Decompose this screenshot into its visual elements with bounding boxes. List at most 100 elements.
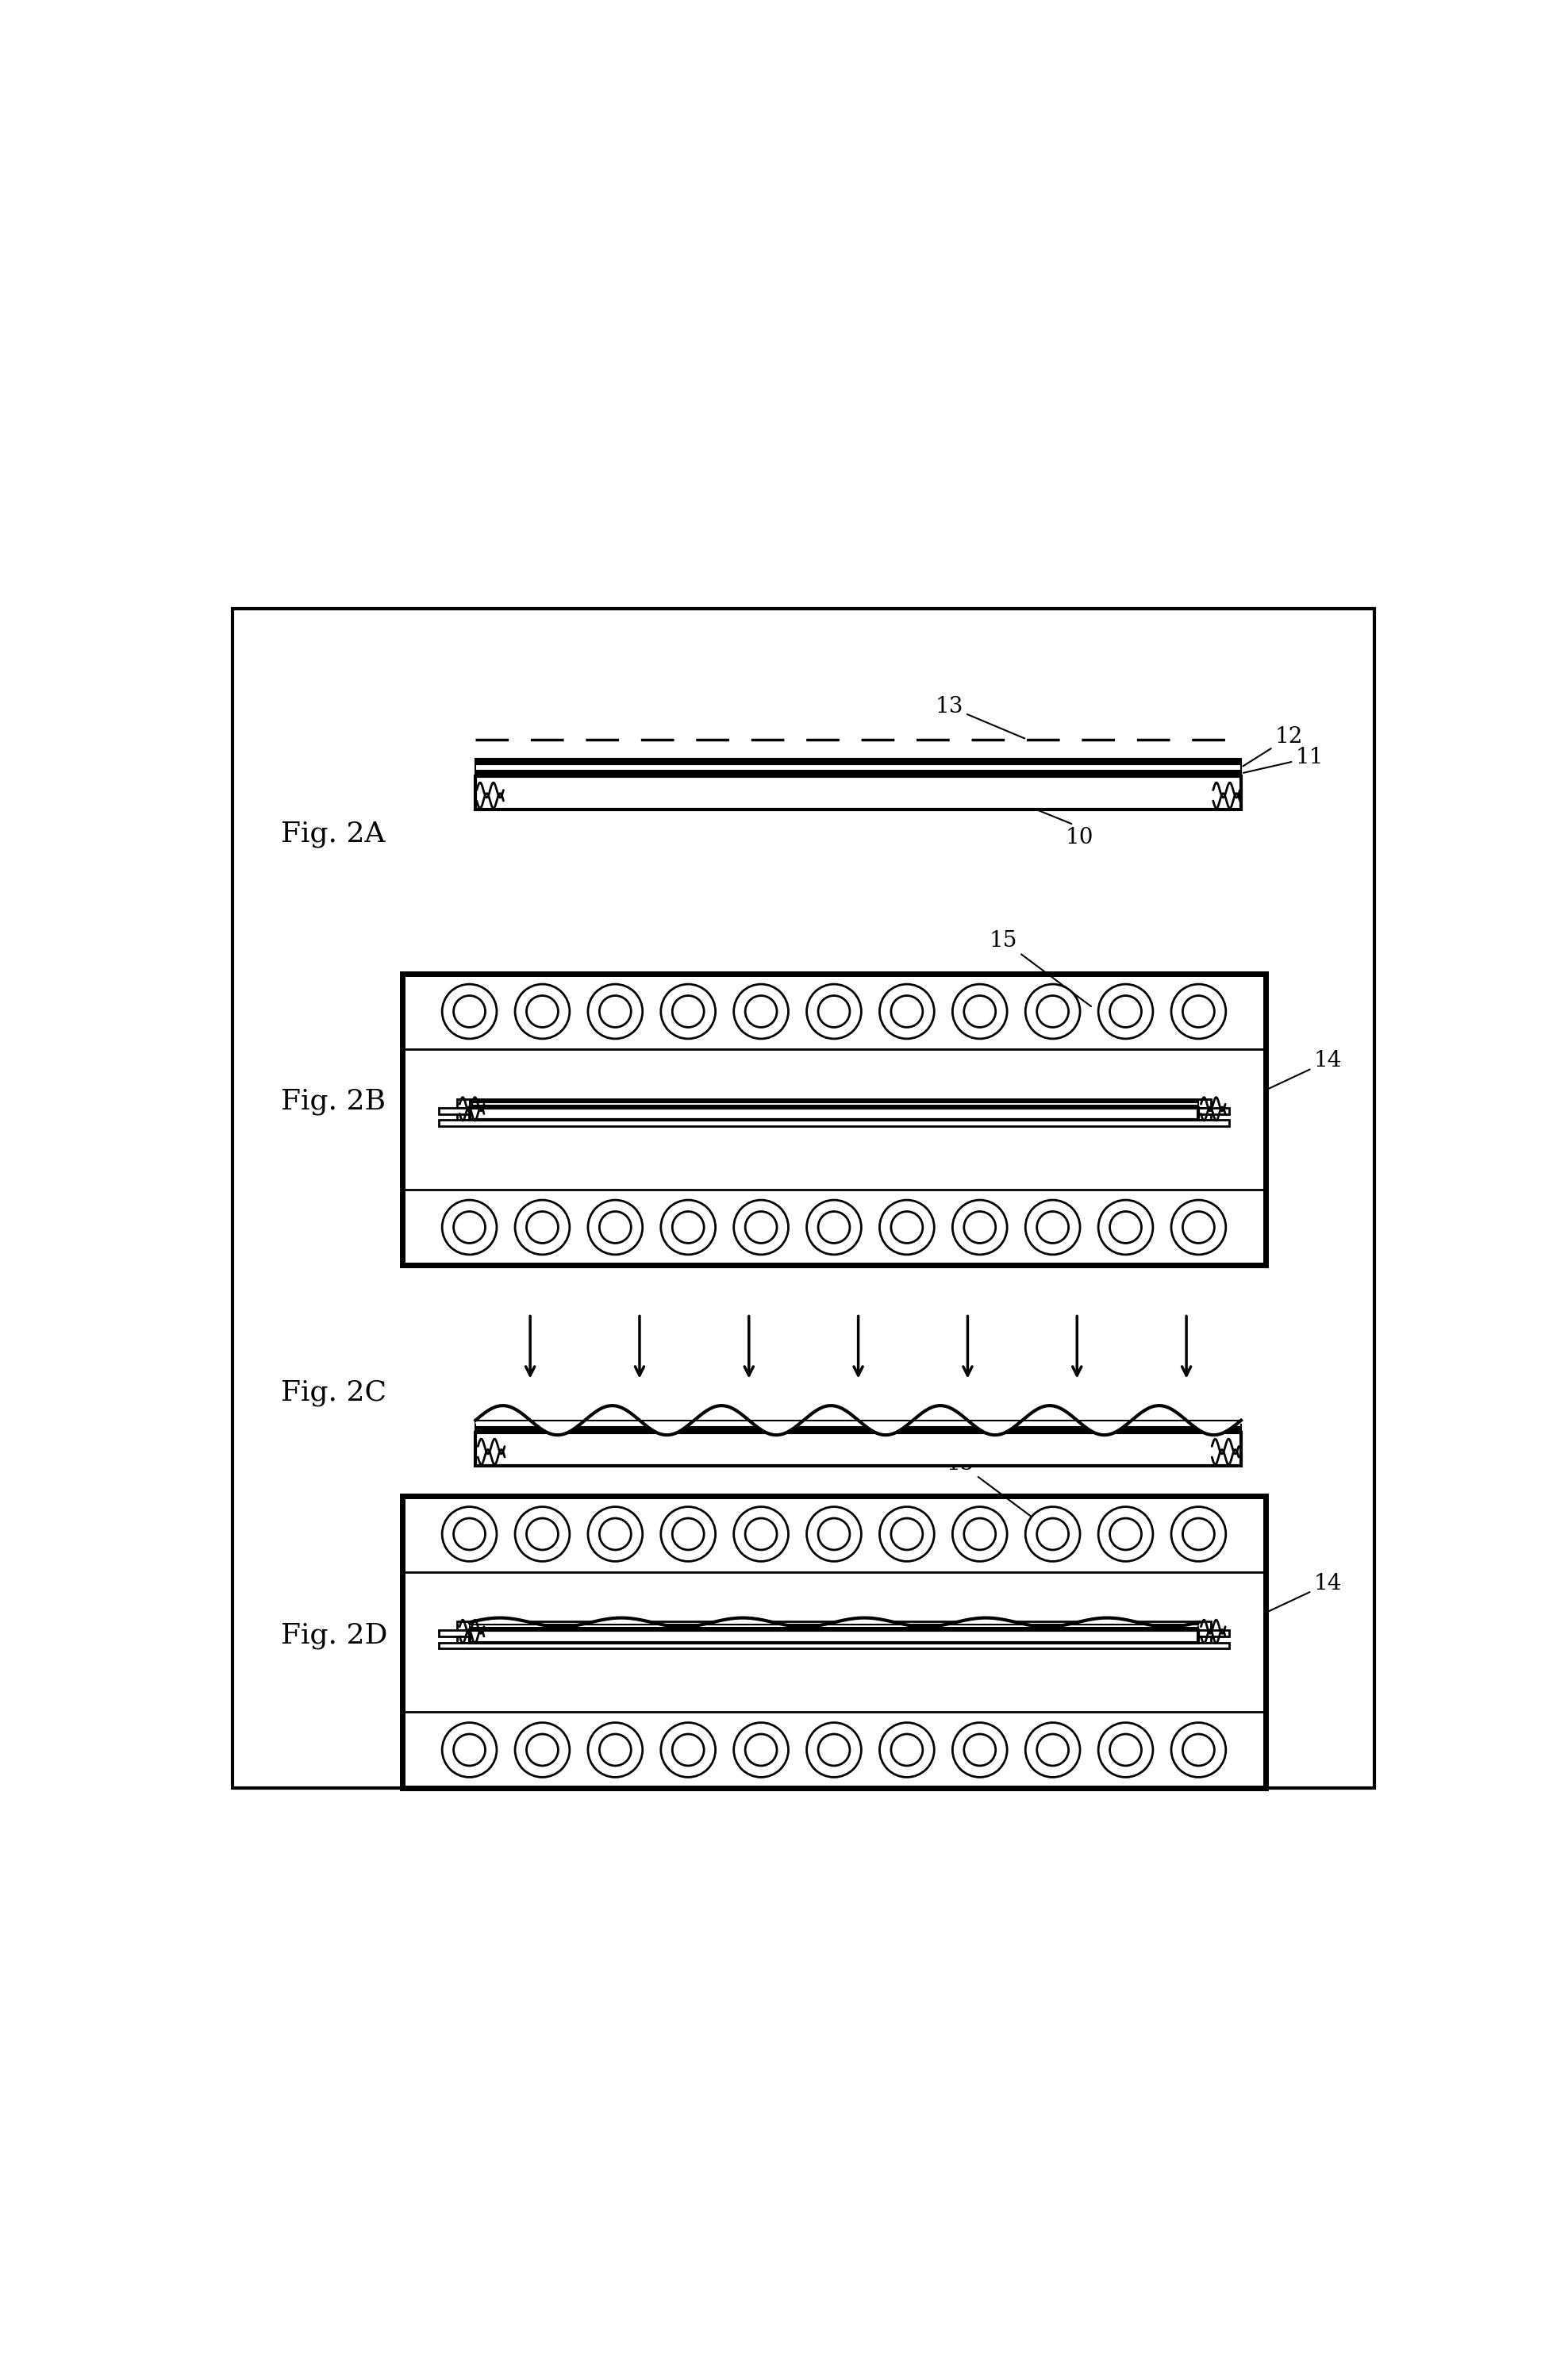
Text: Fig. 2C: Fig. 2C [281, 1379, 387, 1407]
Circle shape [734, 1199, 789, 1254]
Circle shape [745, 1733, 776, 1766]
Circle shape [734, 1506, 789, 1561]
Circle shape [1036, 1211, 1068, 1244]
Bar [439, 1643, 1229, 1648]
Bar [439, 1631, 1229, 1636]
Text: Fig. 2D: Fig. 2D [281, 1622, 387, 1650]
Circle shape [673, 996, 704, 1027]
Circle shape [818, 1211, 850, 1244]
Circle shape [1182, 996, 1214, 1027]
Bar [403, 973, 1265, 1265]
Circle shape [745, 1211, 776, 1244]
Bar [469, 1107, 1198, 1119]
Circle shape [734, 1724, 789, 1778]
Circle shape [599, 1518, 630, 1549]
Bar [458, 1622, 1210, 1631]
Bar [475, 1426, 1242, 1433]
Circle shape [599, 1733, 630, 1766]
Circle shape [1036, 1518, 1068, 1549]
Circle shape [453, 1733, 485, 1766]
Circle shape [442, 985, 497, 1039]
Circle shape [1098, 1506, 1152, 1561]
Circle shape [1025, 1724, 1080, 1778]
Circle shape [514, 1199, 569, 1254]
Circle shape [818, 996, 850, 1027]
Circle shape [806, 985, 861, 1039]
Circle shape [952, 1506, 1007, 1561]
Bar [469, 1105, 1198, 1107]
Circle shape [891, 1733, 922, 1766]
Circle shape [806, 1199, 861, 1254]
Circle shape [527, 996, 558, 1027]
Circle shape [442, 1506, 497, 1561]
Circle shape [588, 1506, 643, 1561]
Circle shape [1025, 1199, 1080, 1254]
Circle shape [1098, 985, 1152, 1039]
Text: 13: 13 [935, 696, 1024, 739]
Circle shape [880, 1506, 935, 1561]
Circle shape [599, 996, 630, 1027]
Circle shape [514, 1506, 569, 1561]
Bar [469, 1100, 1198, 1103]
Text: 14: 14 [1267, 1572, 1342, 1613]
Circle shape [806, 1506, 861, 1561]
Circle shape [453, 996, 485, 1027]
Circle shape [527, 1518, 558, 1549]
Circle shape [673, 1518, 704, 1549]
Bar [475, 1421, 1242, 1426]
Bar [475, 770, 1242, 777]
Circle shape [1036, 1733, 1068, 1766]
Circle shape [806, 1724, 861, 1778]
Circle shape [880, 1724, 935, 1778]
Circle shape [660, 1506, 715, 1561]
Bar [475, 765, 1242, 770]
Circle shape [1182, 1518, 1214, 1549]
Text: 15: 15 [989, 930, 1091, 1006]
Bar [439, 1107, 1229, 1114]
Circle shape [1110, 1211, 1142, 1244]
Circle shape [1098, 1724, 1152, 1778]
Circle shape [1098, 1199, 1152, 1254]
Circle shape [660, 985, 715, 1039]
Text: 12: 12 [1243, 727, 1303, 767]
Circle shape [818, 1518, 850, 1549]
Bar [469, 1624, 1198, 1627]
Circle shape [527, 1733, 558, 1766]
Circle shape [880, 1199, 935, 1254]
Circle shape [514, 985, 569, 1039]
Circle shape [1110, 1733, 1142, 1766]
Bar [475, 1433, 1242, 1466]
Bar [403, 1497, 1265, 1787]
Circle shape [1025, 985, 1080, 1039]
Circle shape [1036, 996, 1068, 1027]
Bar [469, 1629, 1198, 1643]
Circle shape [818, 1733, 850, 1766]
Text: 11: 11 [1243, 746, 1323, 772]
Circle shape [1110, 996, 1142, 1027]
Circle shape [734, 985, 789, 1039]
Circle shape [952, 985, 1007, 1039]
Circle shape [599, 1211, 630, 1244]
Bar [458, 1636, 1210, 1643]
Circle shape [1171, 985, 1226, 1039]
Circle shape [453, 1518, 485, 1549]
Circle shape [745, 996, 776, 1027]
Circle shape [745, 1518, 776, 1549]
Bar [458, 1098, 1210, 1107]
Circle shape [891, 1518, 922, 1549]
Text: 14: 14 [1267, 1051, 1342, 1088]
Circle shape [964, 1211, 996, 1244]
Circle shape [1182, 1733, 1214, 1766]
Bar [469, 1627, 1198, 1629]
Circle shape [964, 1518, 996, 1549]
Circle shape [1171, 1506, 1226, 1561]
Circle shape [673, 1211, 704, 1244]
Circle shape [964, 996, 996, 1027]
Text: 15: 15 [946, 1452, 1047, 1530]
Circle shape [514, 1724, 569, 1778]
Bar [469, 1103, 1198, 1105]
Circle shape [1025, 1506, 1080, 1561]
Circle shape [1171, 1724, 1226, 1778]
Circle shape [952, 1199, 1007, 1254]
Circle shape [1171, 1199, 1226, 1254]
